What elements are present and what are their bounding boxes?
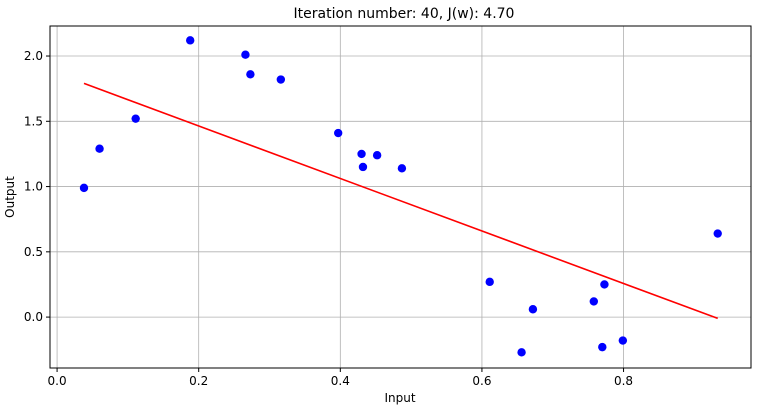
data-point	[333, 128, 343, 138]
grid-layer	[50, 26, 751, 368]
y-tick-label: 2.0	[24, 49, 43, 63]
data-points	[79, 36, 722, 357]
y-tick-label: 0.5	[24, 245, 43, 259]
data-point	[241, 50, 250, 59]
data-point	[372, 151, 382, 160]
data-point	[713, 229, 722, 238]
x-tick-label: 0.0	[48, 374, 67, 388]
data-point	[517, 348, 526, 357]
data-point	[131, 114, 140, 123]
y-axis-label: Output	[3, 176, 17, 218]
plot-area-frame	[49, 25, 752, 369]
data-point	[528, 305, 538, 314]
data-point	[598, 342, 607, 352]
data-point	[186, 36, 195, 45]
x-axis: 0.0 0.2 0.4 0.6 0.8	[48, 368, 633, 388]
data-point	[276, 75, 286, 84]
x-axis-label: Input	[384, 391, 415, 405]
data-point	[589, 297, 599, 306]
data-point	[95, 144, 104, 153]
data-point	[618, 336, 628, 345]
x-tick-label: 0.6	[472, 374, 491, 388]
y-tick-label: 1.5	[24, 114, 43, 128]
regression-line	[83, 82, 718, 320]
data-point	[485, 277, 494, 287]
y-tick-label: 0.0	[24, 310, 43, 324]
x-tick-label: 0.4	[331, 374, 350, 388]
data-point	[79, 183, 89, 193]
x-tick-label: 0.8	[614, 374, 633, 388]
chart-title: Iteration number: 40, J(w): 4.70	[294, 6, 515, 22]
y-tick-label: 1.0	[24, 180, 43, 194]
data-point	[358, 162, 368, 172]
data-point	[357, 149, 366, 159]
y-axis: 0.0 0.5 1.0 1.5 2.0	[24, 49, 50, 324]
data-point	[246, 70, 255, 79]
data-point	[397, 164, 407, 173]
data-point	[600, 280, 609, 289]
x-tick-label: 0.2	[189, 374, 208, 388]
